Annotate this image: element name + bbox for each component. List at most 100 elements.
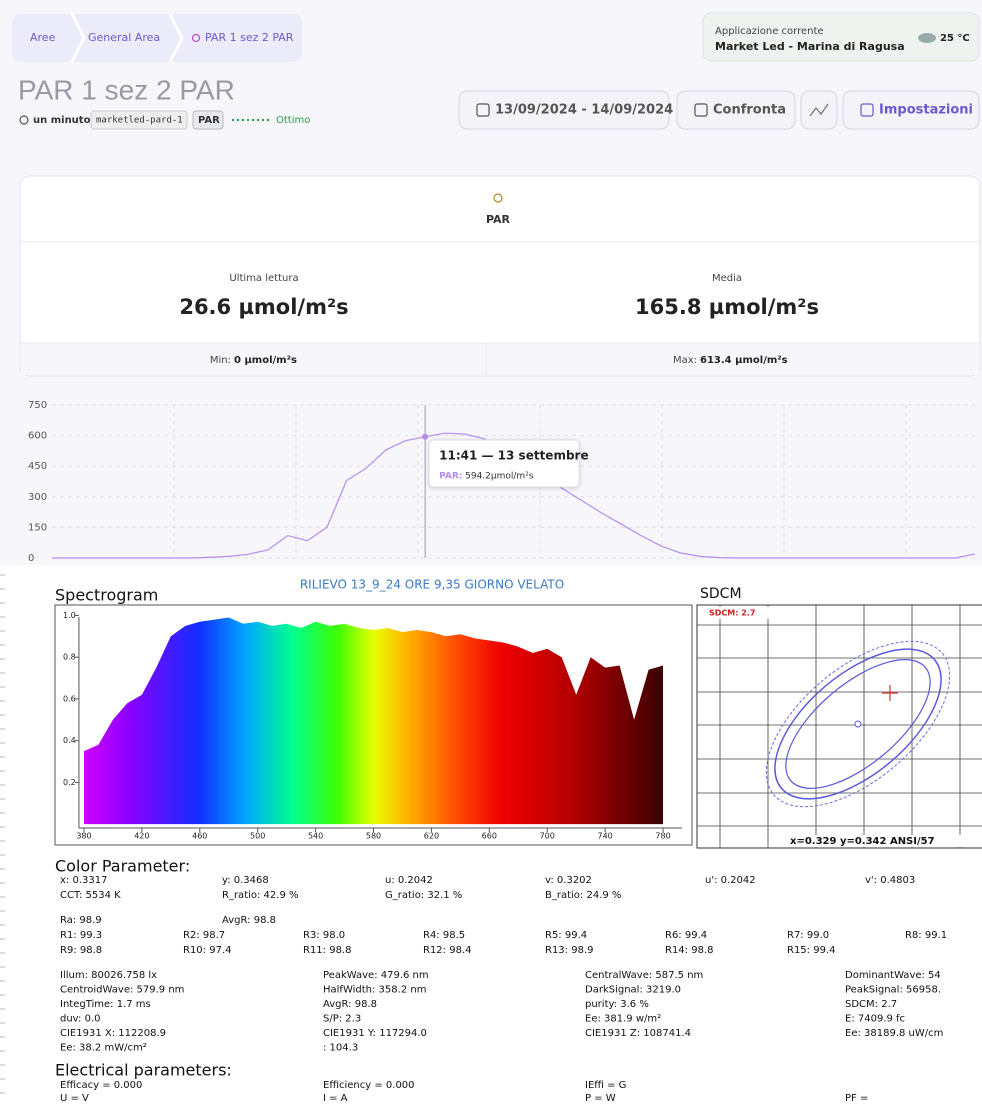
cri-value: R11: 98.8 bbox=[303, 945, 352, 956]
breadcrumb-item: PAR 1 sez 2 PAR bbox=[205, 31, 294, 44]
color-param: y: 0.3468 bbox=[222, 875, 269, 886]
color-param: DominantWave: 54 bbox=[845, 970, 941, 981]
y-tick-label: 1.0 bbox=[63, 611, 76, 620]
electrical-param: U = V bbox=[60, 1093, 89, 1104]
color-param: CIE1931 Z: 108741.4 bbox=[585, 1028, 691, 1039]
device-chip bbox=[90, 110, 188, 130]
app-label: Applicazione corrente bbox=[715, 26, 824, 37]
color-param: G_ratio: 32.1 % bbox=[385, 890, 462, 901]
cri-value: R13: 98.9 bbox=[545, 945, 594, 956]
electrical-param: Efficiency = 0.000 bbox=[323, 1080, 415, 1091]
sdcm-point bbox=[882, 685, 898, 701]
tooltip-time: 11:41 — 13 settembre bbox=[439, 449, 588, 463]
color-param: u': 0.2042 bbox=[705, 875, 756, 886]
color-param: CentroidWave: 579.9 nm bbox=[60, 985, 184, 996]
min-label: Min: bbox=[210, 355, 231, 366]
color-param: CCT: 5534 K bbox=[60, 890, 121, 901]
color-param: CIE1931 X: 112208.9 bbox=[60, 1028, 166, 1039]
device-id: marketled-pard-1 bbox=[96, 116, 183, 126]
cri-value: R6: 99.4 bbox=[665, 930, 707, 941]
sdcm-title: SDCM bbox=[700, 586, 742, 602]
color-param: x: 0.3317 bbox=[60, 875, 107, 886]
date-range-label: 13/09/2024 - 14/09/2024 bbox=[495, 103, 673, 118]
weather-icon bbox=[918, 33, 936, 43]
breadcrumb-item: Aree bbox=[30, 31, 56, 44]
card-title: PAR bbox=[486, 213, 511, 226]
electrical-param: I = A bbox=[323, 1093, 348, 1104]
x-tick-label: 460 bbox=[192, 832, 207, 841]
refresh-icon bbox=[19, 115, 29, 125]
color-param: v': 0.4803 bbox=[865, 875, 915, 886]
x-tick-label: 380 bbox=[76, 832, 91, 841]
compare-button[interactable] bbox=[676, 90, 796, 130]
electrical-param: IEffi = G bbox=[585, 1080, 626, 1091]
tag-chip bbox=[192, 110, 224, 130]
page-title: PAR 1 sez 2 PAR bbox=[18, 74, 235, 105]
tooltip-value: 594.2µmol/m²s bbox=[465, 472, 534, 482]
card-footer bbox=[21, 343, 979, 375]
location-icon bbox=[191, 33, 201, 43]
color-param: DarkSignal: 3219.0 bbox=[585, 985, 681, 996]
color-param: : 104.3 bbox=[323, 1043, 358, 1054]
x-tick-label: 700 bbox=[540, 832, 555, 841]
trend-icon bbox=[809, 103, 829, 117]
y-tick-label: 0 bbox=[28, 553, 34, 564]
x-tick-label: 660 bbox=[482, 832, 497, 841]
color-param: CentralWave: 587.5 nm bbox=[585, 970, 703, 981]
sdcm-coords: x=0.329 y=0.342 ANSI/57 bbox=[790, 836, 935, 847]
breadcrumb-separator bbox=[70, 13, 86, 63]
color-param: AvgR: 98.8 bbox=[323, 999, 377, 1010]
sdcm-ellipse bbox=[774, 648, 942, 800]
sdcm-center bbox=[854, 720, 862, 728]
date-range-button[interactable] bbox=[458, 90, 670, 130]
sdcm-ellipse-inner bbox=[785, 659, 931, 789]
app-box bbox=[702, 12, 980, 62]
summary-card bbox=[19, 175, 981, 377]
color-param: R_ratio: 42.9 % bbox=[222, 890, 299, 901]
y-tick-label: 0.8 bbox=[63, 653, 76, 662]
electrical-param: Efficacy = 0.000 bbox=[60, 1080, 142, 1091]
status: Ottimo bbox=[276, 115, 310, 126]
color-param: PeakWave: 479.6 nm bbox=[323, 970, 429, 981]
cri-value: R15: 99.4 bbox=[787, 945, 836, 956]
sdcm-frame bbox=[696, 604, 982, 849]
y-tick-label: 0.6 bbox=[63, 694, 76, 703]
x-tick-label: 620 bbox=[424, 832, 439, 841]
x-tick-label: 780 bbox=[655, 832, 670, 841]
color-param: CIE1931 Y: 117294.0 bbox=[323, 1028, 427, 1039]
trend-button[interactable] bbox=[800, 90, 838, 130]
sdcm-coords-bg bbox=[788, 835, 982, 847]
sdcm-value: SDCM: 2.7 bbox=[709, 609, 755, 618]
color-param: AvgR: 98.8 bbox=[222, 915, 276, 926]
tooltip-series: PAR: bbox=[439, 472, 462, 482]
electrical-param: PF = bbox=[845, 1093, 868, 1104]
cri-value: R14: 98.8 bbox=[665, 945, 714, 956]
y-tick-label: 150 bbox=[28, 522, 47, 533]
y-tick-label: 0.4 bbox=[63, 736, 76, 745]
x-tick-label: 580 bbox=[366, 832, 381, 841]
cri-value: R10: 97.4 bbox=[183, 945, 232, 956]
color-param: u: 0.2042 bbox=[385, 875, 433, 886]
cri-value: R12: 98.4 bbox=[423, 945, 472, 956]
section-title: Electrical parameters: bbox=[55, 1061, 232, 1080]
sdcm-ellipse-outer bbox=[765, 640, 951, 808]
cri-value: R4: 98.5 bbox=[423, 930, 465, 941]
x-tick-label: 540 bbox=[308, 832, 323, 841]
temperature: 25 °C bbox=[940, 33, 970, 44]
refresh-interval: un minuto bbox=[33, 115, 91, 126]
color-param: v: 0.3202 bbox=[545, 875, 592, 886]
cri-value: R5: 99.4 bbox=[545, 930, 587, 941]
x-tick-label: 740 bbox=[597, 832, 612, 841]
color-param: IntegTime: 1.7 ms bbox=[60, 999, 151, 1010]
settings-button[interactable] bbox=[842, 90, 980, 130]
min-value: 0 µmol/m²s bbox=[234, 355, 297, 366]
settings-label: Impostazioni bbox=[879, 103, 973, 118]
tooltip bbox=[428, 439, 580, 488]
color-param: Illum: 80026.758 lx bbox=[60, 970, 157, 981]
x-tick-label: 420 bbox=[134, 832, 149, 841]
electrical-param: P = W bbox=[585, 1093, 616, 1104]
y-tick-label: 750 bbox=[28, 400, 47, 411]
color-param: purity: 3.6 % bbox=[585, 999, 649, 1010]
last-value: 26.6 µmol/m²s bbox=[179, 295, 348, 319]
